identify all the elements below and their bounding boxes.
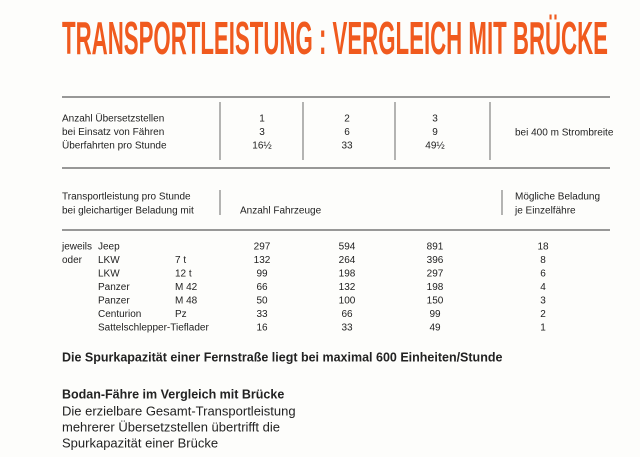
cell: 33 [256, 309, 268, 320]
row-label: bei Einsatz von Fähren [62, 127, 164, 138]
cell: 3 [540, 296, 546, 307]
cell: 66 [341, 309, 353, 320]
cell: 18 [537, 242, 549, 253]
cell: 99 [256, 269, 268, 280]
cell: 99 [429, 309, 441, 320]
cell: 8 [540, 255, 546, 266]
row-label: Anzahl Übersetzstellen [62, 113, 164, 125]
row-header: Transportleistung pro Stunde [62, 192, 191, 203]
cell: 6 [540, 269, 546, 280]
note: bei 400 m Strombreite [515, 128, 614, 139]
vehicles-header: Anzahl Fahrzeuge [240, 206, 322, 217]
row-prefix: jeweils [61, 242, 92, 253]
row-header: bei gleichartiger Beladung mit [62, 206, 194, 217]
vehicle-spec: 7 t [175, 255, 186, 266]
title: TRANSPORTLEISTUNG : VERGLEICH MIT BRÜCKE [62, 12, 608, 64]
cell: 264 [339, 255, 356, 266]
cell: 198 [427, 282, 444, 293]
cell: 49 [429, 323, 441, 334]
cell: 2 [540, 309, 546, 320]
cell: 132 [254, 255, 271, 266]
cell: 1 [259, 114, 265, 125]
cell: 198 [339, 269, 356, 280]
cell: 3 [259, 127, 265, 138]
cell: 891 [427, 242, 444, 253]
vehicle-spec: M 42 [175, 282, 198, 293]
row-label: Überfahrten pro Stunde [62, 140, 167, 152]
capacity-header: je Einzelfähre [514, 206, 576, 217]
comparison-heading: Bodan-Fähre im Vergleich mit Brücke [62, 387, 284, 401]
cell: 50 [256, 296, 268, 307]
vehicle: Sattelschlepper-Tieflader [98, 323, 209, 334]
cell: 16½ [252, 141, 272, 152]
cell: 3 [432, 114, 438, 125]
vehicle: Panzer [98, 282, 130, 293]
cell: 33 [341, 141, 353, 152]
capacity-header: Mögliche Beladung [515, 192, 600, 203]
comparison-line: mehrerer Übersetzstellen übertrifft die [62, 419, 280, 434]
cell: 9 [432, 127, 438, 138]
comparison-line: Spurkapazität einer Brücke [62, 435, 218, 450]
cell: 297 [427, 269, 444, 280]
cell: 4 [540, 282, 546, 293]
cell: 1 [540, 323, 546, 334]
cell: 150 [427, 296, 444, 307]
statement: Die Spurkapazität einer Fernstraße liegt… [62, 350, 502, 364]
cell: 6 [344, 127, 350, 138]
vehicle: LKW [98, 269, 120, 280]
cell: 594 [339, 242, 356, 253]
vehicle: LKW [98, 255, 120, 266]
vehicle-spec: Pz [175, 309, 187, 320]
comparison-line: Die erzielbare Gesamt-Transportleistung [62, 403, 296, 418]
vehicle-spec: 12 t [175, 269, 192, 280]
cell: 100 [339, 296, 356, 307]
cell: 2 [344, 114, 350, 125]
vehicle: Centurion [98, 309, 141, 320]
cell: 66 [256, 282, 268, 293]
vehicle: Jeep [98, 242, 120, 253]
cell: 16 [256, 323, 268, 334]
vehicle: Panzer [98, 296, 130, 307]
row-prefix: oder [62, 255, 83, 266]
cell: 396 [427, 255, 444, 266]
vehicle-spec: M 48 [175, 296, 198, 307]
cell: 132 [339, 282, 356, 293]
cell: 49½ [425, 141, 445, 152]
cell: 297 [254, 242, 271, 253]
cell: 33 [341, 323, 353, 334]
